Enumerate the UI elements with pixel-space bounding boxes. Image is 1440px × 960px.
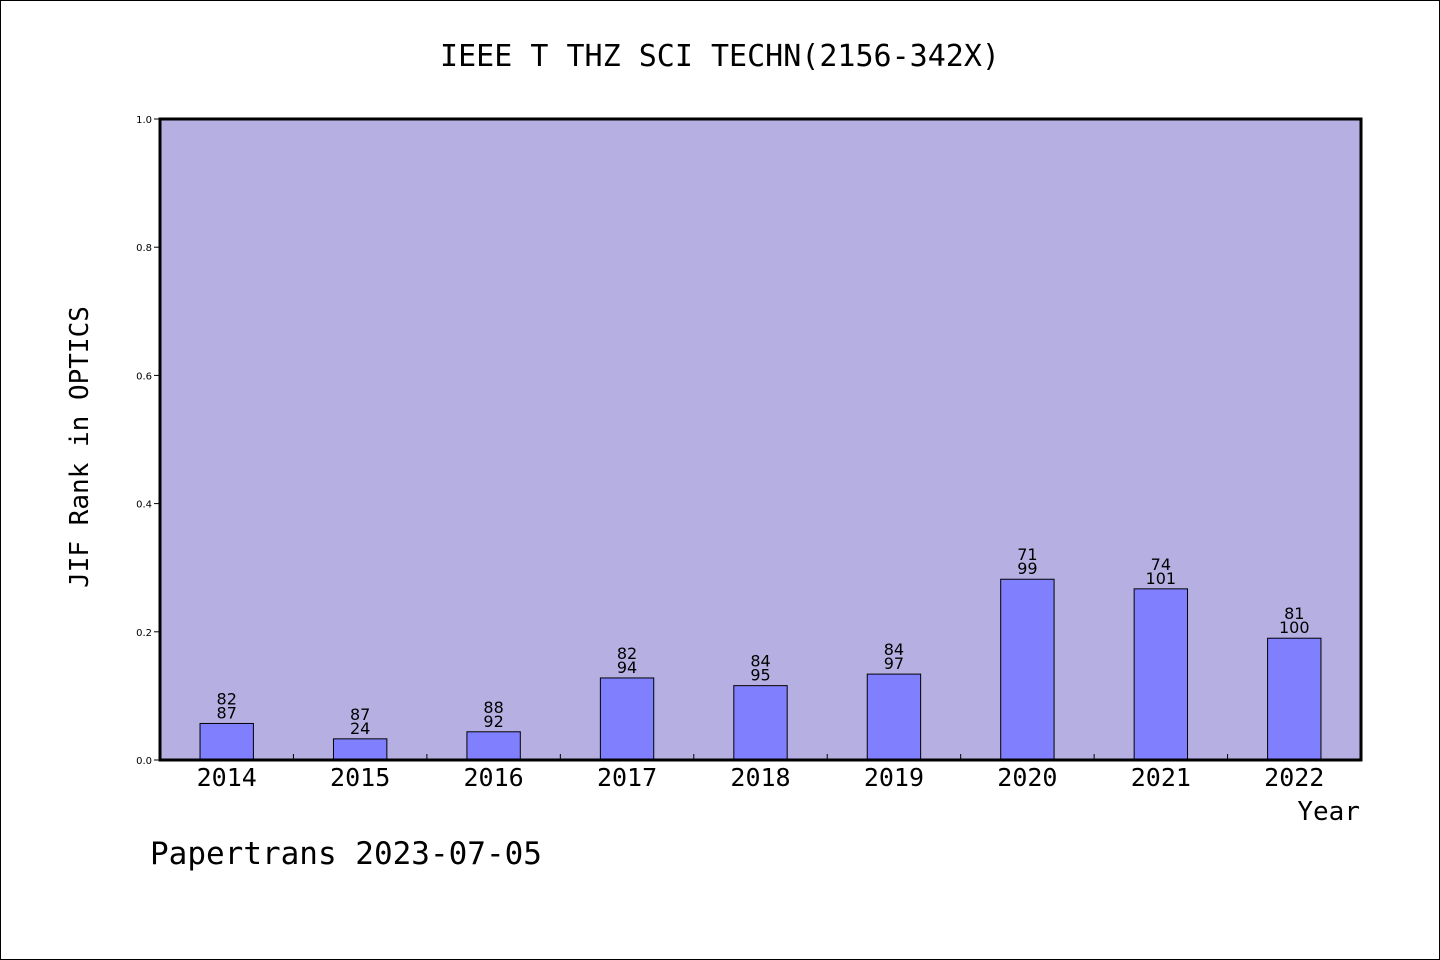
x-axis-label: Year [1297,797,1360,827]
bar-total-label: 100 [1279,618,1310,637]
bar-total-label: 92 [483,712,503,731]
y-tick-label: 0.0 [136,756,152,767]
bar-2019 [866,673,922,761]
bar-rank-label: 87 [350,705,370,724]
y-tick-label: 0.8 [136,243,152,254]
bar-total-label: 87 [217,703,237,722]
bar-total-label: 97 [884,654,904,673]
bar-total-label: 94 [617,658,637,677]
bar-rank-label: 81 [1284,604,1304,623]
x-tick-label: 2019 [864,763,924,792]
bar-2022 [1267,637,1322,761]
bar-rank-label: 82 [217,689,237,708]
footer-credit: Papertrans 2023-07-05 [150,836,542,872]
x-tick-label: 2020 [997,763,1057,792]
bar-rank-label: 74 [1151,555,1171,574]
bar-2016 [466,731,521,761]
bar-total-label: 24 [350,719,370,738]
y-tick-label: 1.0 [136,115,152,126]
bar-total-label: 99 [1017,559,1037,578]
bar-2017 [599,677,655,761]
y-tick-label: 0.6 [136,371,152,382]
bar-2020 [1000,578,1055,761]
x-tick-label: 2018 [730,763,790,792]
x-tick-label: 2015 [330,763,390,792]
bar-rank-label: 71 [1017,545,1037,564]
x-axis-ticks: 2014 2015 2016 2017 2018 2019 2020 2021 2022 [197,754,1324,792]
bar-2014 [199,722,254,761]
y-axis-label: JIF Rank in OPTICS [65,306,95,588]
bar-rank-label: 84 [750,652,770,671]
x-tick-label: 2021 [1131,763,1191,792]
bar-rank-label: 84 [884,640,904,659]
x-tick-label: 2016 [464,763,524,792]
y-tick-label: 0.2 [136,628,152,639]
x-tick-label: 2017 [597,763,657,792]
chart-title: IEEE T THZ SCI TECHN(2156-342X) [440,39,1000,74]
bar-total-label: 95 [750,666,770,685]
bar-rank-label: 88 [483,698,503,717]
bar-rank-label: 82 [617,644,637,663]
y-axis-ticks: 0.0 0.2 0.4 0.6 0.8 1.0 [136,115,160,767]
bar-total-label: 101 [1146,569,1177,588]
x-tick-label: 2022 [1264,763,1324,792]
bar-2018 [733,685,788,761]
bar-2021 [1133,588,1189,761]
y-tick-label: 0.4 [136,500,152,511]
x-tick-label: 2014 [197,763,257,792]
bar-2015 [332,738,388,761]
plot-border [158,117,1363,762]
